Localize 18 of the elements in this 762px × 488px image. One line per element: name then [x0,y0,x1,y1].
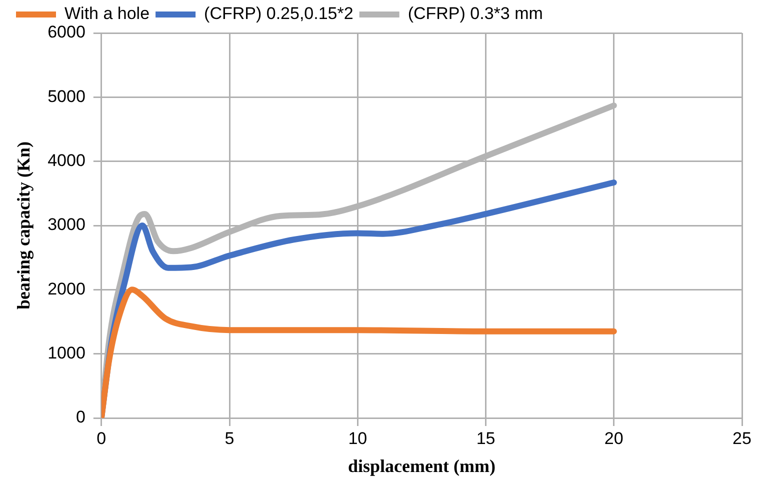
x-tick-label: 25 [732,428,752,448]
legend-label: (CFRP) 0.3*3 mm [408,4,543,24]
y-tick-label: 2000 [48,279,86,298]
y-tick-label: 5000 [48,86,86,106]
y-tick-label: 1000 [48,344,86,363]
y-axis-title: bearing capacity (Kn) [13,142,34,310]
x-tick-label: 15 [476,428,496,448]
x-tick-label: 10 [348,428,368,448]
x-tick-label: 20 [604,428,624,448]
x-tick-label: 0 [96,428,106,448]
y-tick-label: 0 [76,408,86,427]
legend-label: With a hole [64,4,150,24]
y-tick-label: 6000 [48,22,86,42]
y-tick-label: 4000 [48,151,86,170]
y-tick-label: 3000 [48,215,86,234]
x-tick-label: 5 [224,428,234,448]
x-axis-title: displacement (mm) [348,456,496,476]
legend-label: (CFRP) 0.25,0.15*2 [204,4,354,24]
